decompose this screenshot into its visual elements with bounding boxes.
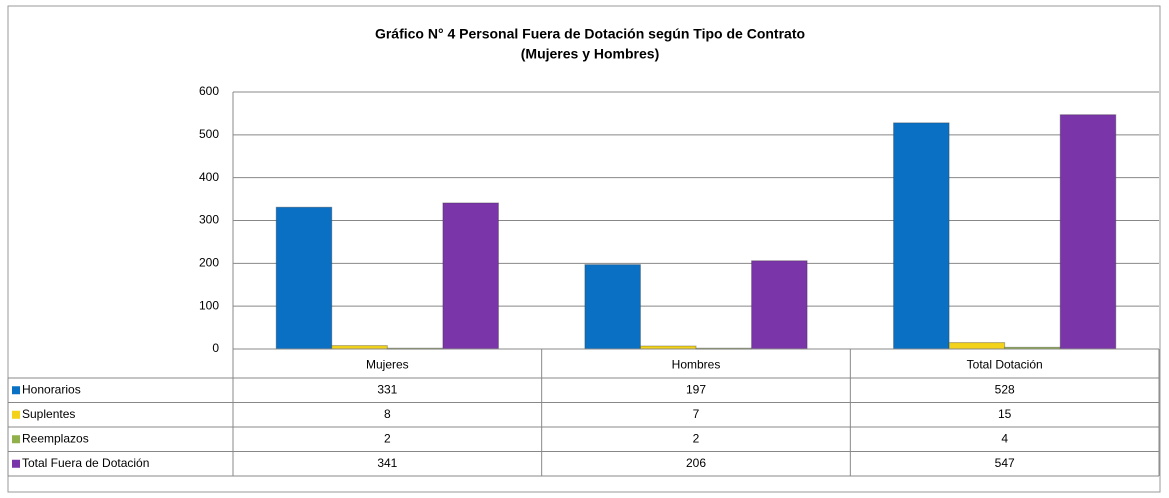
legend-label: Reemplazos	[22, 431, 89, 445]
x-tick-label: Hombres	[672, 358, 721, 372]
y-tick-label: 200	[199, 256, 219, 270]
legend-key	[12, 386, 20, 395]
table-value: 4	[1001, 431, 1008, 445]
y-tick-label: 100	[199, 298, 219, 312]
table-value: 8	[384, 407, 391, 421]
bar	[893, 122, 950, 350]
chart-frame	[7, 5, 1161, 493]
y-tick-label: 0	[212, 341, 219, 355]
legend-key	[12, 410, 20, 419]
table-value: 2	[693, 431, 700, 445]
bar	[584, 264, 641, 350]
table-value: 2	[384, 431, 391, 445]
legend-label: Total Fuera de Dotación	[22, 456, 149, 470]
legend-label: Honorarios	[22, 382, 81, 396]
table-value: 197	[686, 382, 706, 396]
y-tick-label: 300	[199, 213, 219, 227]
table-value: 341	[377, 456, 397, 470]
bar	[1059, 114, 1117, 350]
chart-subtitle: (Mujeres y Hombres)	[521, 46, 659, 62]
legend-key	[12, 435, 20, 444]
table-value: 206	[686, 456, 706, 470]
bar	[442, 202, 499, 350]
bar	[275, 206, 333, 350]
y-tick-label: 600	[199, 84, 219, 98]
table-value: 547	[995, 456, 1015, 470]
table-value: 528	[995, 382, 1015, 396]
bar	[751, 260, 808, 350]
bar	[331, 345, 388, 350]
x-tick-label: Mujeres	[366, 358, 409, 372]
y-tick-label: 400	[199, 170, 219, 184]
legend-label: Suplentes	[22, 407, 75, 421]
x-tick-label: Total Dotación	[967, 358, 1043, 372]
legend-key	[12, 459, 20, 468]
bar	[948, 342, 1006, 350]
table-value: 15	[998, 407, 1012, 421]
table-value: 331	[377, 382, 397, 396]
y-tick-label: 500	[199, 127, 219, 141]
table-value: 7	[693, 407, 700, 421]
chart-title: Gráfico N° 4 Personal Fuera de Dotación …	[375, 26, 805, 42]
